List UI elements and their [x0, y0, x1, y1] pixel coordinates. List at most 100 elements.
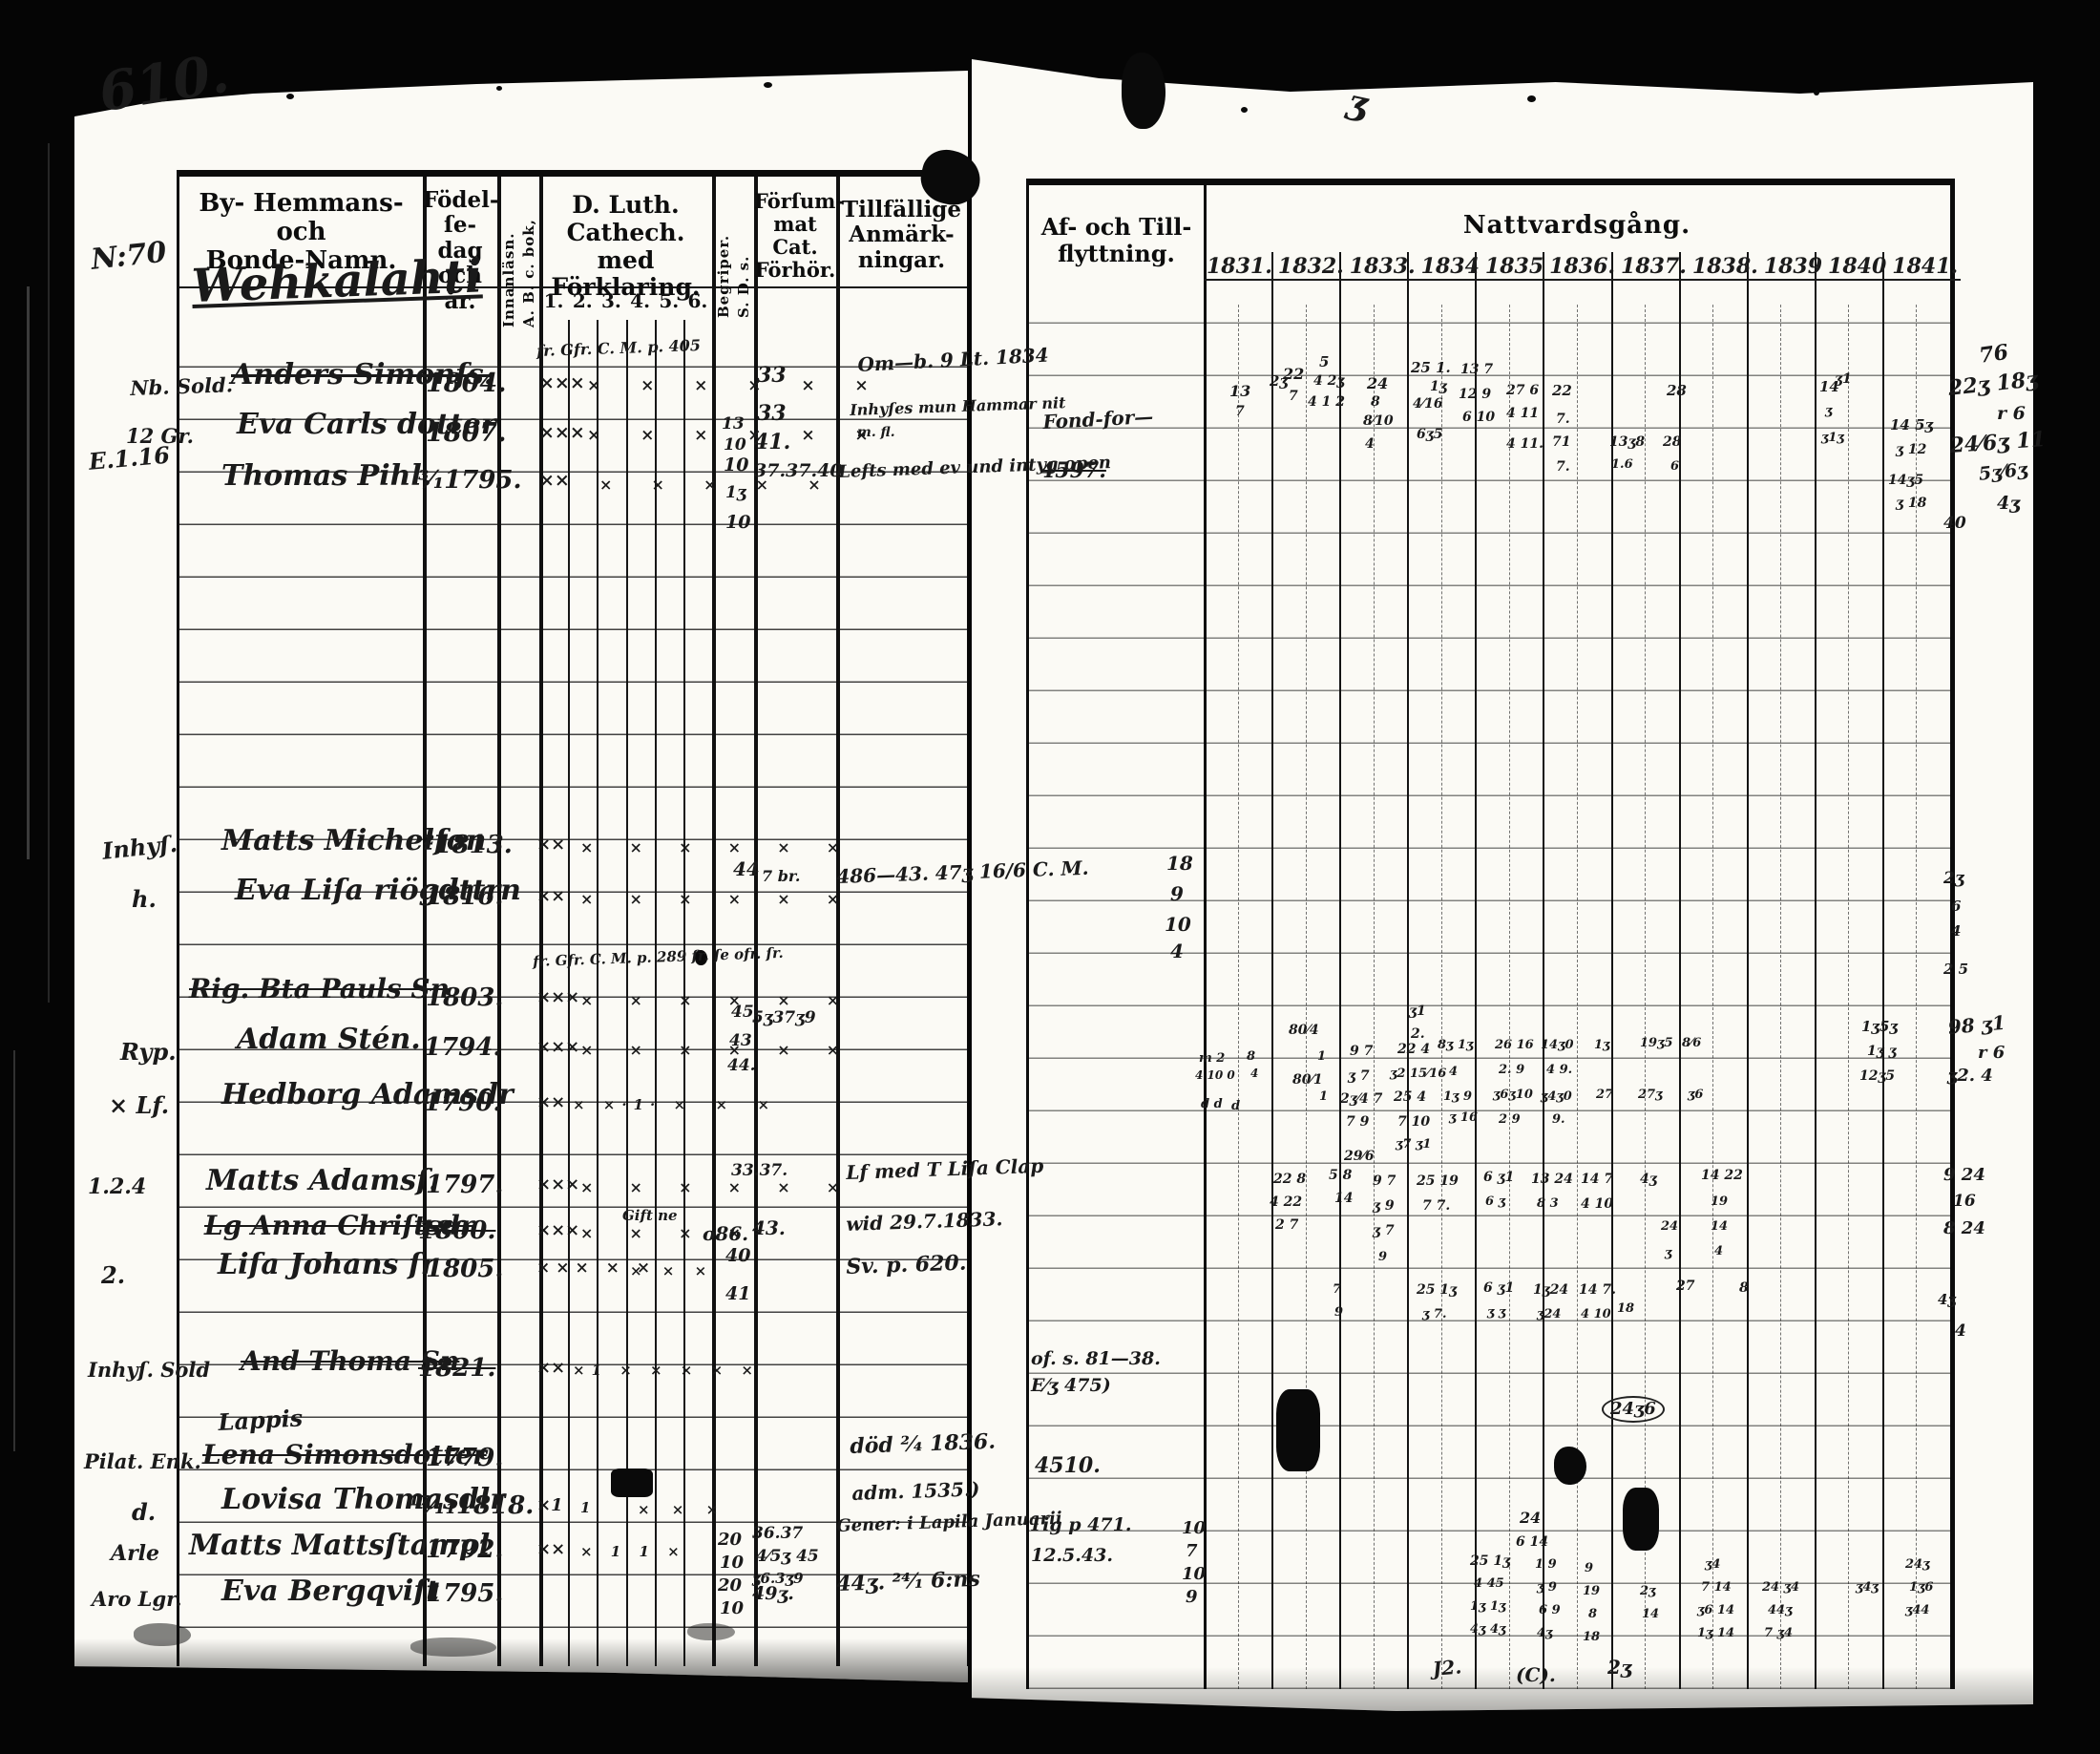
- column-divider: [1678, 252, 1681, 1689]
- column-header-communion: Nattvardsgång.: [1204, 211, 1950, 241]
- subcolumn-divider: [1577, 305, 1578, 1689]
- header-text: Begriper.: [714, 234, 732, 318]
- header-text: flyttning.: [1058, 239, 1175, 267]
- column-divider: [1746, 252, 1749, 1689]
- header-text: Tillfällige Anmärk-: [841, 197, 962, 248]
- header-text: Förſum-: [754, 189, 845, 213]
- header-text: S. D. s.: [734, 255, 752, 318]
- scan-scratch: [13, 1050, 15, 1451]
- column-divider: [1814, 252, 1816, 1689]
- ink-blot: [1122, 53, 1166, 129]
- header-text: Af- och Till-: [1040, 213, 1192, 241]
- scan-speck: [1527, 95, 1536, 102]
- column-header-birthdate: Födel- ſe-dag och år.: [423, 187, 499, 314]
- column-header-abc-book: Innanläsn. A. B. c. bok,: [497, 184, 539, 328]
- column-divider: [1407, 252, 1410, 1689]
- column-header-name: By- Hemmans-och Bonde-Namn.: [179, 189, 423, 276]
- year-label: 1837.: [1618, 254, 1690, 286]
- header-text: D. Luth. Cathech.: [566, 191, 685, 246]
- ink-blot: [1623, 1488, 1659, 1551]
- year-label-text: 1837.: [1618, 254, 1690, 281]
- header-text: A. B. c. bok,: [519, 219, 537, 328]
- year-label-text: 1832.: [1274, 254, 1347, 281]
- scan-speck: [764, 82, 772, 88]
- ink-blot: [1554, 1447, 1586, 1485]
- year-label-text: 1833.: [1346, 254, 1418, 281]
- header-text: Förhör.: [754, 258, 836, 283]
- subcolumn-divider: [1916, 305, 1918, 1689]
- subcolumn-divider: [1440, 305, 1442, 1689]
- column-divider: [1271, 252, 1274, 1689]
- catechism-grade-label: 1.: [543, 289, 564, 312]
- header-text: By- Hemmans-och: [199, 189, 404, 246]
- right-table: Af- och Till- flyttning. Nattvardsgång. …: [1026, 179, 1962, 1689]
- scan-speck: [286, 94, 294, 99]
- scan-speck: [1241, 107, 1248, 113]
- year-label-text: 1838.: [1689, 254, 1761, 281]
- column-divider: [1475, 252, 1478, 1689]
- left-page: By- Hemmans-och Bonde-Namn. Födel- ſe-da…: [74, 71, 968, 1682]
- column-header-migration: Af- och Till- flyttning.: [1029, 214, 1204, 266]
- year-label: 1834: [1418, 254, 1482, 286]
- header-text: ningar.: [857, 246, 946, 273]
- ruled-rows: [179, 315, 967, 1666]
- year-label: 1841.: [1889, 254, 1962, 286]
- year-label: 1838.: [1689, 254, 1761, 286]
- column-divider: [1339, 252, 1342, 1689]
- scan-scratch: [48, 143, 50, 1003]
- ruled-rows: [1029, 271, 1950, 1689]
- catechism-grade-label: 2.: [572, 289, 593, 312]
- header-divider: [179, 286, 967, 288]
- ink-blot: [611, 1469, 653, 1497]
- year-label-text: 1835: [1481, 254, 1547, 281]
- column-divider: [1610, 252, 1613, 1689]
- subcolumn-divider: [1848, 305, 1850, 1689]
- column-header-remarks: Tillfällige Anmärk- ningar.: [836, 197, 967, 273]
- catechism-grade-label: 5.: [659, 289, 680, 312]
- year-label-text: 1831.: [1204, 254, 1275, 281]
- year-label: 1840: [1825, 254, 1890, 286]
- year-label: 1839: [1760, 254, 1826, 286]
- ink-blot: [134, 1623, 191, 1646]
- subcolumn-divider: [1712, 305, 1714, 1689]
- year-label-text: 1839: [1760, 254, 1826, 281]
- subcolumn-divider: [1237, 305, 1239, 1689]
- column-divider: [1881, 252, 1884, 1689]
- scan-speck: [496, 86, 502, 91]
- header-text: med Förklaring.: [551, 245, 701, 302]
- year-label-text: 1841.: [1889, 254, 1962, 281]
- year-label: 1833.: [1346, 254, 1418, 286]
- header-text: Nattvardsgång.: [1462, 211, 1691, 240]
- subcolumn-divider: [1305, 305, 1307, 1689]
- subcolumn-divider: [1645, 305, 1647, 1689]
- subcolumn-divider: [1780, 305, 1782, 1689]
- column-header-sds-begriper: Begriper. S. D. s.: [712, 184, 754, 318]
- year-labels-row: 1831. 1832. 1833. 1834 1835 1836. 1837. 1838. 18…: [1204, 254, 1962, 286]
- year-label: 1832.: [1274, 254, 1347, 286]
- year-label-text: 1836.: [1546, 254, 1619, 281]
- column-header-catechism: D. Luth. Cathech. med Förklaring.: [539, 191, 712, 302]
- header-text: Innanläsn.: [499, 232, 517, 328]
- year-label-text: 1840: [1825, 254, 1890, 281]
- right-page: Af- och Till- flyttning. Nattvardsgång. …: [972, 59, 2033, 1711]
- scan-speck: [1814, 90, 1819, 95]
- subcolumn-divider: [1508, 305, 1510, 1689]
- header-text: och år.: [437, 263, 483, 314]
- catechism-grade-label: 4.: [630, 289, 651, 312]
- year-label-text: 1834: [1418, 254, 1482, 281]
- catechism-grade-columns: 1. 2. 3. 4. 5. 6.: [539, 289, 712, 318]
- catechism-grade-label: 6.: [687, 289, 708, 312]
- ink-blot: [410, 1638, 496, 1657]
- year-label: 1835: [1481, 254, 1547, 286]
- left-table: By- Hemmans-och Bonde-Namn. Födel- ſe-da…: [177, 170, 968, 1666]
- ink-blot: [687, 1623, 735, 1640]
- header-text: Födel-: [423, 187, 499, 213]
- ink-blot: [1276, 1389, 1320, 1471]
- header-text: mat Cat.: [772, 212, 818, 260]
- header-text: Bonde-Namn.: [205, 245, 397, 275]
- year-label: 1836.: [1546, 254, 1619, 286]
- column-header-missed-exams: Förſum- mat Cat. Förhör.: [754, 189, 845, 283]
- subcolumn-divider: [1373, 305, 1375, 1689]
- column-divider: [1543, 252, 1545, 1689]
